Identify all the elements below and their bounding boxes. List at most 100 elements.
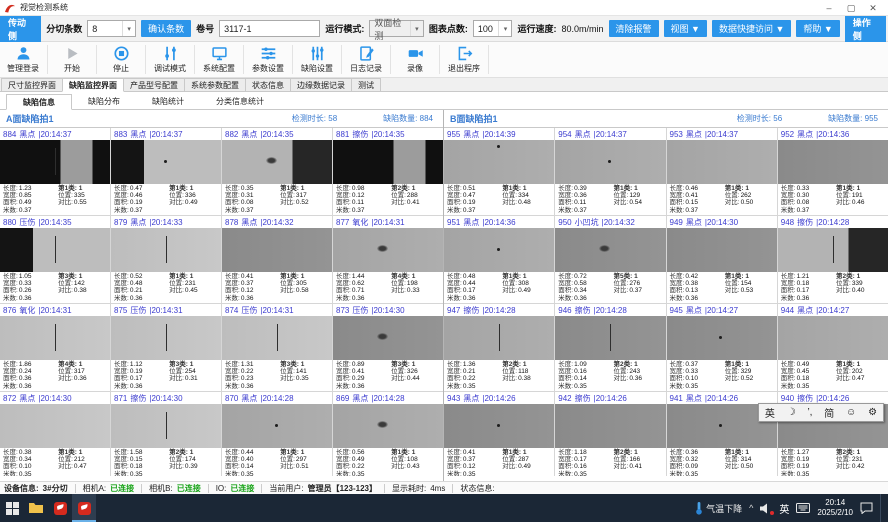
defect-cell[interactable]: 883 黑点 |20:14:37 长度:0.47 宽度:0.46 面积:0.19… (111, 128, 221, 215)
defect-thumbnail[interactable] (111, 140, 221, 184)
ime-toolbar[interactable]: 英 ☽ ’, 简 ☺ ⚙ (758, 403, 884, 422)
ime-keyboard-icon[interactable] (796, 503, 811, 513)
notification-center-icon[interactable] (860, 502, 873, 514)
defect-thumbnail[interactable] (555, 404, 666, 448)
defect-cell[interactable]: 946 擦伤 |20:14:28 长度:1.09 宽度:0.16 面积:0.14… (555, 304, 666, 391)
defect-thumbnail[interactable] (555, 228, 666, 272)
defect-thumbnail[interactable] (111, 228, 221, 272)
defect-thumbnail[interactable] (444, 316, 555, 360)
tab-状态信息[interactable]: 状态信息 (245, 78, 291, 91)
defect-cell[interactable]: 952 黑点 |20:14:36 长度:0.33 宽度:0.30 面积:0.08… (777, 128, 888, 215)
defect-thumbnail[interactable] (333, 140, 443, 184)
weather-tray-item[interactable]: 气温下降 (695, 501, 742, 515)
ime-simplified-mode[interactable]: 简 (824, 409, 835, 420)
tab-尺寸监控界面[interactable]: 尺寸监控界面 (1, 78, 63, 91)
defect-cell[interactable]: 943 黑点 |20:14:26 长度:0.41 宽度:0.37 面积:0.12… (444, 392, 555, 476)
defect-cell[interactable]: 874 压伤 |20:14:31 长度:1.31 宽度:0.22 面积:0.23… (222, 304, 332, 391)
defect-thumbnail[interactable] (111, 316, 221, 360)
stop-button[interactable]: 停止 (98, 42, 144, 77)
drive-side-button[interactable]: 传动侧 (0, 15, 42, 42)
tab-缺陷监控界面[interactable]: 缺陷监控界面 (62, 78, 124, 92)
roll-number-input[interactable]: 3117-1 (219, 20, 321, 37)
defect-cell[interactable]: 869 黑点 |20:14:28 长度:0.56 宽度:0.49 面积:0.22… (333, 392, 443, 476)
defect-thumbnail[interactable] (222, 404, 332, 448)
admin-login-button[interactable]: 管理登录 (0, 42, 46, 77)
defect-cell[interactable]: 954 黑点 |20:14:37 长度:0.39 宽度:0.36 面积:0.11… (555, 128, 666, 215)
tab-产品型号配置[interactable]: 产品型号配置 (123, 78, 185, 91)
defect-thumbnail[interactable] (333, 316, 443, 360)
defect-thumbnail[interactable] (222, 316, 332, 360)
volume-tray-button[interactable] (760, 503, 775, 515)
ime-settings-gear-icon[interactable]: ⚙ (868, 407, 878, 418)
defect-cell[interactable]: 879 黑点 |20:14:33 长度:0.52 宽度:0.48 面积:0.21… (111, 216, 221, 303)
ime-emoji-icon[interactable]: ☺ (846, 407, 857, 418)
defect-thumbnail[interactable] (555, 316, 666, 360)
defect-cell[interactable]: 871 擦伤 |20:14:30 长度:1.58 宽度:0.15 面积:0.18… (111, 392, 221, 476)
defect-cell[interactable]: 880 压伤 |20:14:35 长度:1.05 宽度:0.33 面积:0.26… (0, 216, 110, 303)
tab-边缘数据记录[interactable]: 边缘数据记录 (290, 78, 352, 91)
slit-count-select[interactable]: 8 ▾ (87, 20, 137, 37)
subtab-缺陷统计[interactable]: 缺陷统计 (152, 96, 184, 106)
defect-cell[interactable]: 955 黑点 |20:14:39 长度:0.51 宽度:0.47 面积:0.19… (444, 128, 555, 215)
defect-thumbnail[interactable] (666, 140, 777, 184)
defect-cell[interactable]: 953 黑点 |20:14:37 长度:0.46 宽度:0.41 面积:0.15… (666, 128, 777, 215)
minimize-button[interactable]: – (826, 2, 832, 13)
subtab-分类信息统计[interactable]: 分类信息统计 (216, 96, 264, 106)
defect-cell[interactable]: 944 黑点 |20:14:27 长度:0.49 宽度:0.45 面积:0.18… (777, 304, 888, 391)
defect-thumbnail[interactable] (777, 140, 888, 184)
run-mode-select[interactable]: 双面检测 ▾ (369, 18, 424, 41)
ime-english-mode[interactable]: 英 (764, 409, 775, 420)
inspection-app-active-button[interactable] (72, 494, 96, 522)
debug-mode-button[interactable]: 调试模式 (147, 42, 193, 77)
defect-cell[interactable]: 881 擦伤 |20:14:35 长度:0.98 宽度:0.12 面积:0.11… (333, 128, 443, 215)
defect-thumbnail[interactable] (222, 228, 332, 272)
log-record-button[interactable]: 日志记录 (343, 42, 389, 77)
defect-thumbnail[interactable] (333, 228, 443, 272)
subtab-缺陷分布[interactable]: 缺陷分布 (88, 96, 120, 106)
defect-cell[interactable]: 949 黑点 |20:14:30 长度:0.42 宽度:0.38 面积:0.13… (666, 216, 777, 303)
maximize-button[interactable]: ▢ (846, 2, 856, 13)
inspection-app-button[interactable] (48, 494, 72, 522)
exit-program-button[interactable]: 退出程序 (441, 42, 487, 77)
params-settings-button[interactable]: 参数设置 (245, 42, 291, 77)
defect-cell[interactable]: 951 黑点 |20:14:36 长度:0.48 宽度:0.44 面积:0.17… (444, 216, 555, 303)
defect-thumbnail[interactable] (444, 140, 555, 184)
ime-halfwidth-moon-icon[interactable]: ☽ (786, 407, 796, 418)
tab-测试[interactable]: 测试 (351, 78, 381, 91)
help-menu-button[interactable]: 帮助 ▼ (796, 20, 840, 37)
defect-cell[interactable]: 884 黑点 |20:14:37 长度:1.23 宽度:0.85 面积:0.49… (0, 128, 110, 215)
input-language-indicator[interactable]: 英 (779, 504, 790, 516)
tab-系统参数配置[interactable]: 系统参数配置 (184, 78, 246, 91)
defect-cell[interactable]: 947 擦伤 |20:14:28 长度:1.36 宽度:0.21 面积:0.22… (444, 304, 555, 391)
data-quick-access-button[interactable]: 数据快捷访问 ▼ (711, 20, 792, 37)
clear-alarm-button[interactable]: 清除报警 (608, 20, 659, 37)
defect-thumbnail[interactable] (666, 228, 777, 272)
subtab-缺陷信息[interactable]: 缺陷信息 (6, 94, 72, 110)
defect-cell[interactable]: 875 压伤 |20:14:31 长度:1.12 宽度:0.19 面积:0.17… (111, 304, 221, 391)
defect-cell[interactable]: 876 氧化 |20:14:31 长度:1.86 宽度:0.24 面积:0.36… (0, 304, 110, 391)
close-button[interactable]: ✕ (869, 2, 877, 13)
defect-thumbnail[interactable] (777, 316, 888, 360)
defect-thumbnail[interactable] (444, 404, 555, 448)
chart-points-select[interactable]: 100 ▾ (472, 20, 513, 37)
defect-cell[interactable]: 948 擦伤 |20:14:28 长度:1.21 宽度:0.18 面积:0.17… (777, 216, 888, 303)
system-config-button[interactable]: 系统配置 (196, 42, 242, 77)
confirm-count-button[interactable]: 确认条数 (141, 20, 192, 37)
ime-punctuation-toggle[interactable]: ’, (807, 407, 813, 418)
defect-cell[interactable]: 870 黑点 |20:14:28 长度:0.44 宽度:0.40 面积:0.14… (222, 392, 332, 476)
defect-cell[interactable]: 882 黑点 |20:14:35 长度:0.35 宽度:0.31 面积:0.08… (222, 128, 332, 215)
defect-thumbnail[interactable] (777, 228, 888, 272)
defect-cell[interactable]: 872 黑点 |20:14:30 长度:0.38 宽度:0.34 面积:0.10… (0, 392, 110, 476)
defect-thumbnail[interactable] (0, 404, 110, 448)
defect-thumbnail[interactable] (555, 140, 666, 184)
defect-thumbnail[interactable] (444, 228, 555, 272)
defect-cell[interactable]: 950 小凹坑 |20:14:32 长度:0.72 宽度:0.58 面积:0.3… (555, 216, 666, 303)
defect-cell[interactable]: 945 黑点 |20:14:27 长度:0.37 宽度:0.33 面积:0.10… (666, 304, 777, 391)
defect-thumbnail[interactable] (0, 316, 110, 360)
defect-thumbnail[interactable] (666, 316, 777, 360)
show-desktop-strip[interactable] (880, 494, 884, 522)
record-video-button[interactable]: 录像 (392, 42, 438, 77)
tray-expand-chevron[interactable]: ^ (749, 503, 754, 513)
defect-thumbnail[interactable] (111, 404, 221, 448)
view-menu-button[interactable]: 视图 ▼ (663, 20, 707, 37)
